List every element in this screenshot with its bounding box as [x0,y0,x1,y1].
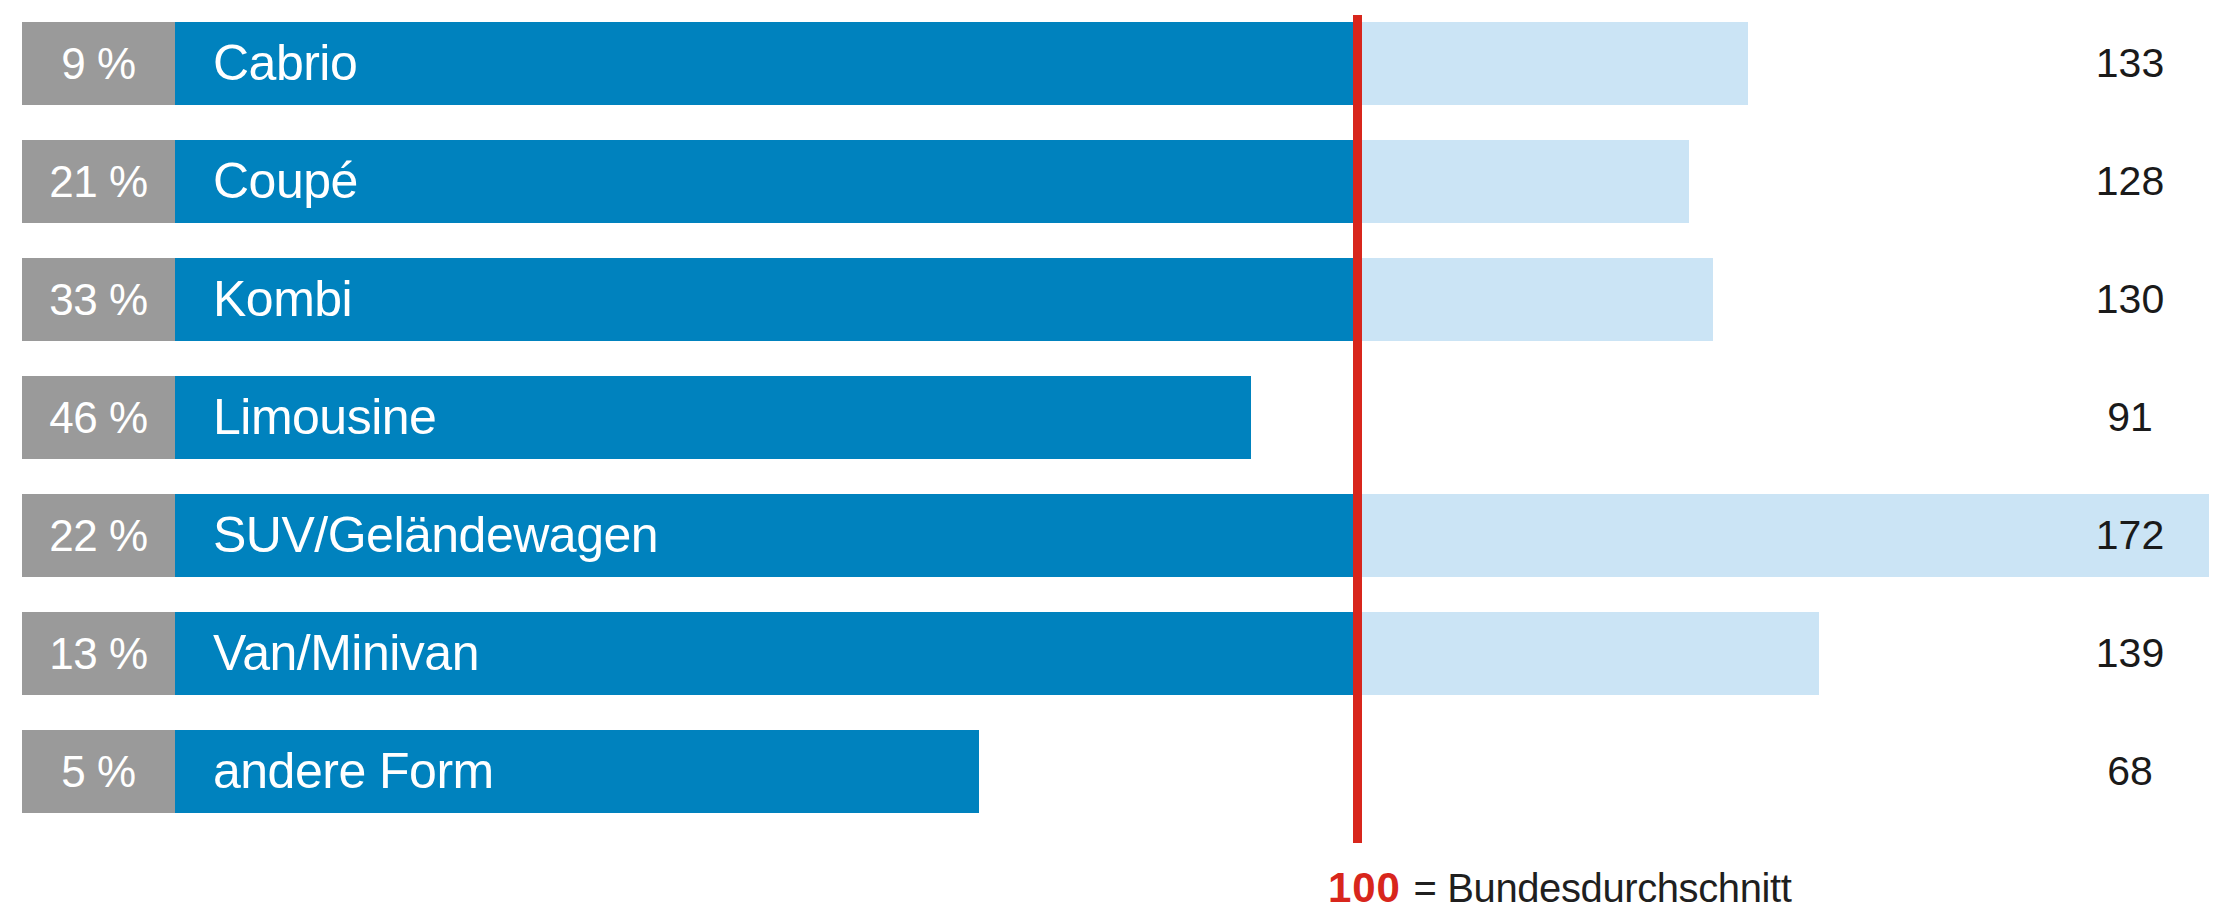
index-value: 130 [2060,258,2200,341]
index-value: 91 [2060,376,2200,459]
baseline-caption: 100 = Bundesdurchschnitt [1328,864,1791,912]
share-badge: 9 % [22,22,175,105]
index-value: 139 [2060,612,2200,695]
share-badge: 22 % [22,494,175,577]
bar-main: Van/Minivan [175,612,1358,695]
chart-row: 21 % Coupé 128 [0,140,2231,223]
chart-row: 9 % Cabrio 133 [0,22,2231,105]
bar-category-label: SUV/Geländewagen [213,494,658,577]
index-value: 133 [2060,22,2200,105]
bar-main: Kombi [175,258,1358,341]
share-badge: 5 % [22,730,175,813]
bar-main: andere Form [175,730,979,813]
chart-row: 22 % SUV/Geländewagen 172 [0,494,2231,577]
share-badge: 46 % [22,376,175,459]
bar-category-label: andere Form [213,730,494,813]
bar-main: Coupé [175,140,1358,223]
index-value: 68 [2060,730,2200,813]
bar-overflow [1358,140,1689,223]
index-value: 128 [2060,140,2200,223]
chart-row: 5 % andere Form 68 [0,730,2231,813]
chart-canvas: 9 % Cabrio 133 21 % Coupé 128 33 % Kombi… [0,0,2231,919]
bar-category-label: Van/Minivan [213,612,479,695]
baseline-caption-value: 100 [1328,864,1401,912]
share-badge: 33 % [22,258,175,341]
bar-category-label: Limousine [213,376,436,459]
chart-row: 33 % Kombi 130 [0,258,2231,341]
bar-category-label: Coupé [213,140,358,223]
share-badge: 21 % [22,140,175,223]
chart-row: 13 % Van/Minivan 139 [0,612,2231,695]
baseline-marker-line [1353,15,1362,843]
bar-overflow [1358,258,1713,341]
bar-main: Cabrio [175,22,1358,105]
bar-overflow [1358,22,1748,105]
bar-category-label: Cabrio [213,22,357,105]
index-value: 172 [2060,494,2200,577]
bar-overflow [1358,612,1819,695]
bar-main: SUV/Geländewagen [175,494,1358,577]
chart-row: 46 % Limousine 91 [0,376,2231,459]
share-badge: 13 % [22,612,175,695]
bar-main: Limousine [175,376,1251,459]
baseline-caption-label: = Bundesdurchschnitt [1414,866,1792,911]
bar-category-label: Kombi [213,258,352,341]
